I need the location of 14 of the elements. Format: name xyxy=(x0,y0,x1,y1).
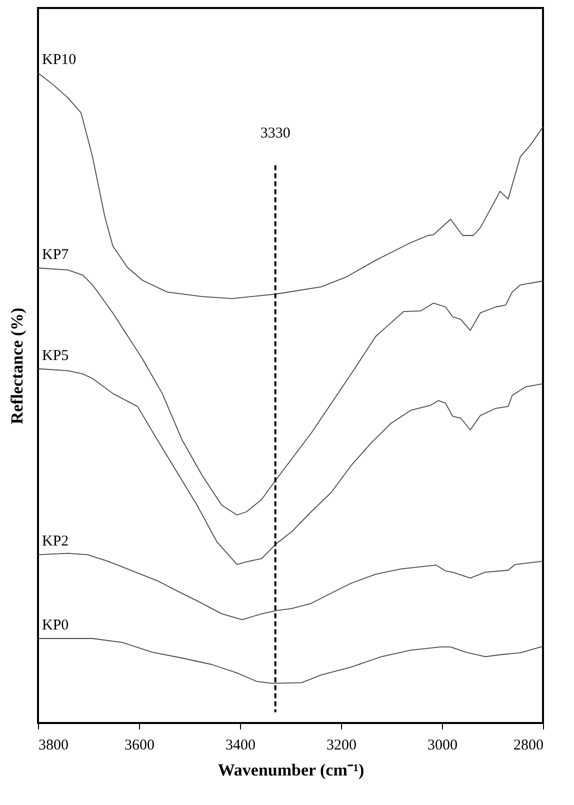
x-tick-label: 2800 xyxy=(514,738,544,754)
series-label: KP7 xyxy=(42,247,70,263)
x-tick-label: 3600 xyxy=(124,738,154,754)
series-label: KP10 xyxy=(42,52,76,68)
x-tick-label: 3800 xyxy=(38,738,68,754)
y-axis-title: Reflectance (%) xyxy=(8,308,26,424)
ref-line-label: 3330 xyxy=(260,125,290,142)
series-label: KP5 xyxy=(42,348,69,364)
x-axis-title: Wavenumber (cm⁻¹) xyxy=(218,760,364,780)
x-tick-label: 3000 xyxy=(428,738,458,754)
series-label: KP2 xyxy=(42,534,69,550)
x-tick-label: 3200 xyxy=(326,738,356,754)
series-label: KP0 xyxy=(42,618,69,634)
x-tick-label: 3400 xyxy=(226,738,256,754)
